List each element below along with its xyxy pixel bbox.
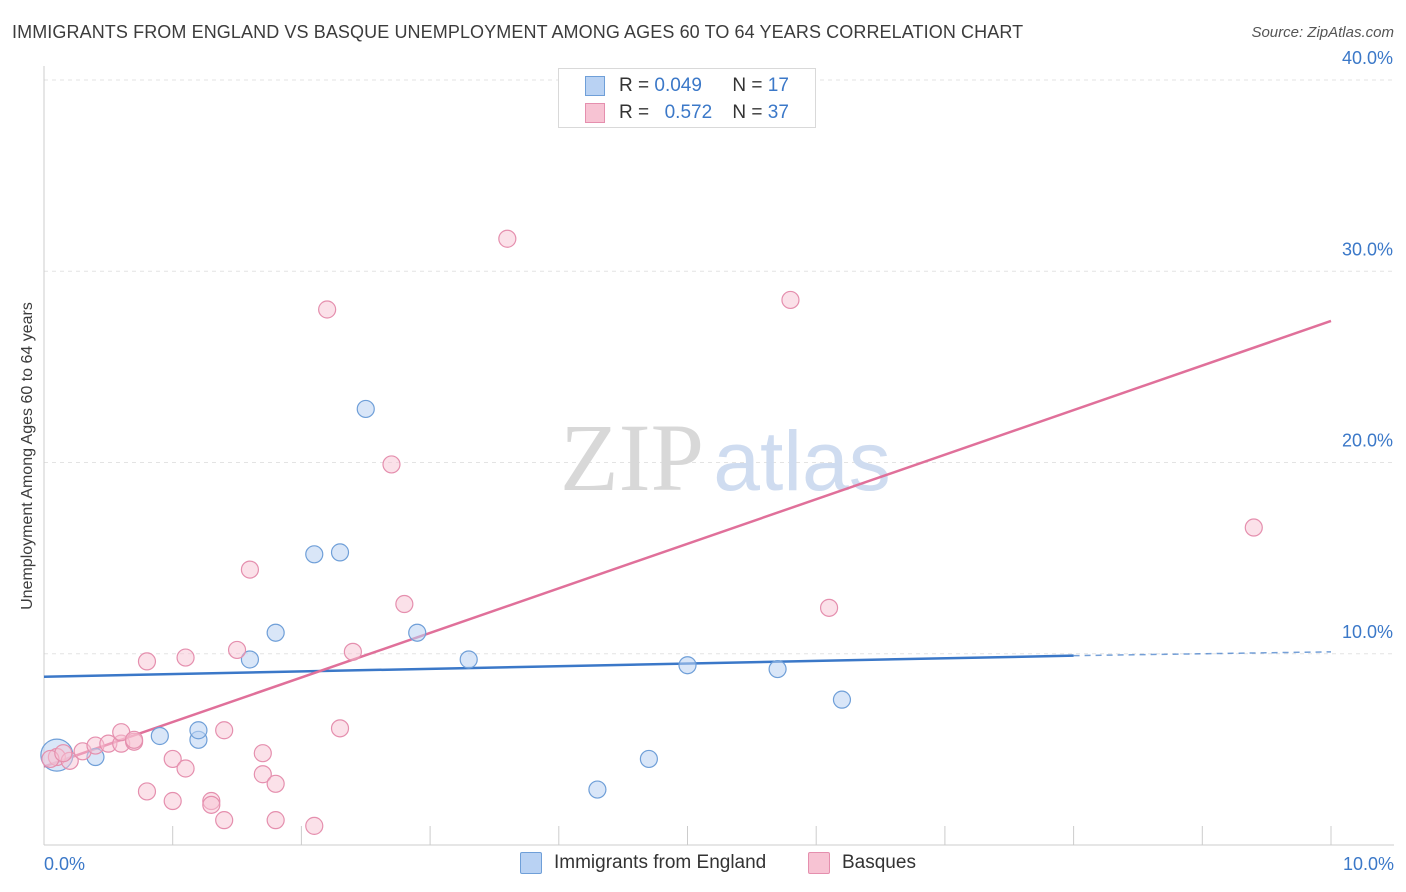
legend-row-basques: R = 0.572 N = 37 (585, 101, 789, 125)
point-england (189, 721, 208, 740)
chart-title: IMMIGRANTS FROM ENGLAND VS BASQUE UNEMPL… (12, 22, 1024, 42)
point-england (266, 623, 285, 642)
point-basques (137, 782, 157, 801)
legend-item-basques: Basques (808, 852, 916, 874)
watermark-atlas: atlas (713, 414, 890, 508)
legend-series: Immigrants from England Basques (0, 852, 1406, 878)
y-tick-label: 40.0% (1342, 48, 1393, 68)
legend-r-value: 0.572 (664, 102, 713, 123)
point-basques (318, 300, 337, 319)
y-tick-label: 30.0% (1342, 239, 1393, 259)
legend-stats: R = 0.049 N = 17 R = 0.572 N = 37 (558, 68, 816, 128)
legend-r-value: 0.049 (654, 75, 702, 96)
point-basques (253, 765, 272, 784)
legend-row-england: R = 0.049 N = 17 (585, 74, 789, 98)
point-basques (215, 811, 234, 830)
point-basques (54, 744, 73, 763)
legend-swatch-pink (585, 103, 605, 123)
legend-label-england: Immigrants from England (554, 852, 767, 873)
x-tick-labels: 0.0% 10.0% (44, 854, 1394, 874)
point-basques (266, 774, 285, 793)
point-basques (330, 719, 350, 738)
point-basques (137, 652, 157, 671)
axes (43, 66, 1394, 846)
point-basques (1244, 518, 1263, 537)
point-england (305, 545, 324, 564)
source-label: Source: ZipAtlas.com (1251, 24, 1394, 41)
legend-n-value: 37 (767, 102, 789, 123)
legend-n-value: 17 (767, 75, 789, 96)
point-basques (395, 594, 414, 614)
y-tick-label: 20.0% (1342, 431, 1393, 451)
point-england (240, 650, 260, 669)
point-england (768, 659, 787, 679)
point-basques (163, 791, 182, 811)
point-england (588, 780, 607, 799)
point-basques (176, 759, 195, 778)
legend-r-label: R = (619, 102, 650, 123)
point-basques (124, 730, 144, 749)
point-basques (253, 744, 272, 763)
point-england (150, 726, 169, 746)
point-basques (176, 648, 195, 667)
point-basques (163, 749, 182, 769)
legend-r-label: R = (619, 75, 650, 96)
legend-label-basques: Basques (842, 852, 916, 873)
point-basques (227, 640, 247, 660)
point-basques (305, 816, 324, 835)
point-basques (819, 598, 839, 617)
trend-line-england (43, 654, 1074, 678)
legend-swatch-blue (585, 76, 605, 96)
point-england (330, 543, 350, 562)
point-basques (781, 290, 800, 310)
point-england (678, 656, 697, 675)
point-basques (343, 642, 362, 661)
watermark-zip: ZIP (560, 404, 704, 511)
trend-line-england-extension (1073, 651, 1332, 657)
point-basques (266, 811, 285, 830)
legend-swatch-pink (808, 852, 830, 874)
x-tick-label-max: 10.0% (1343, 854, 1394, 874)
legend-item-england: Immigrants from England (520, 852, 766, 874)
point-england (459, 650, 478, 669)
point-england (832, 690, 852, 709)
watermark: ZIP atlas (560, 404, 891, 511)
point-basques (215, 721, 234, 740)
point-england (408, 623, 427, 642)
y-tick-labels: 10.0% 20.0% 30.0% 40.0% (1342, 48, 1393, 642)
point-basques (240, 560, 260, 579)
point-basques (202, 795, 221, 814)
trend-line-basques (43, 319, 1332, 768)
trend-lines (43, 319, 1332, 768)
point-england (356, 399, 375, 419)
point-england (639, 749, 658, 769)
x-tick-label-min: 0.0% (44, 854, 85, 874)
data-points (40, 229, 1263, 835)
legend-n-label: N = (732, 102, 763, 123)
y-tick-label: 10.0% (1342, 622, 1393, 642)
point-basques (498, 229, 517, 248)
legend-n-label: N = (732, 75, 763, 96)
legend-swatch-blue (520, 852, 542, 874)
point-basques (382, 455, 401, 474)
